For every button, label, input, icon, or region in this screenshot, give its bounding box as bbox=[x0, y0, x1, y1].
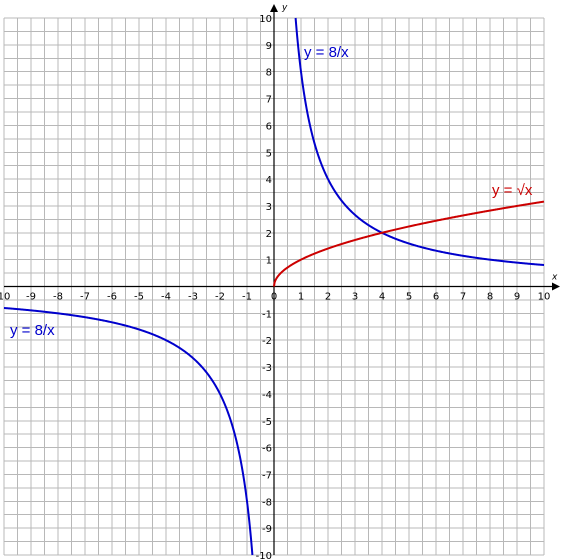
x-tick-label: -5 bbox=[134, 292, 144, 303]
x-tick-label: 1 bbox=[298, 292, 304, 303]
y-axis-label: y bbox=[281, 3, 288, 13]
tick-labels: 10 -9 -8 -7 -6 -5 -4 -3 -2 -1 0 1 2 3 4 5 6 7 8 9 1010987654… bbox=[0, 14, 550, 559]
y-tick-label: -9 bbox=[262, 524, 272, 535]
y-tick-label: -6 bbox=[262, 444, 272, 455]
x-tick-label: 9 bbox=[514, 292, 520, 303]
x-tick-label: -8 bbox=[53, 292, 63, 303]
x-axis-label: x bbox=[551, 273, 558, 283]
y-tick-label: 3 bbox=[266, 202, 272, 213]
curve-hyperbola-negative bbox=[3, 306, 254, 556]
x-tick-label: 5 bbox=[406, 292, 412, 303]
x-tick-label: -4 bbox=[161, 292, 171, 303]
curve-label-sqrt: y = √x bbox=[492, 182, 533, 199]
curve-hyperbola-positive bbox=[294, 17, 545, 267]
y-tick-label: 8 bbox=[266, 68, 272, 79]
x-tick-label: 8 bbox=[487, 292, 493, 303]
x-tick-label: -3 bbox=[188, 292, 198, 303]
x-tick-label: 0 bbox=[271, 292, 277, 303]
y-tick-label: -1 bbox=[262, 309, 272, 320]
y-tick-label: 4 bbox=[266, 175, 272, 186]
curves bbox=[3, 17, 545, 556]
x-tick-label: 4 bbox=[379, 292, 385, 303]
x-tick-label: -1 bbox=[242, 292, 252, 303]
y-tick-label: -4 bbox=[262, 390, 272, 401]
y-tick-label: 1 bbox=[266, 256, 272, 267]
x-tick-label: -9 bbox=[26, 292, 36, 303]
y-tick-label: 6 bbox=[266, 121, 272, 132]
y-tick-label: 5 bbox=[266, 148, 272, 159]
curve-label-hyperbola-top: y = 8/x bbox=[304, 44, 349, 61]
y-tick-label: -3 bbox=[262, 363, 272, 374]
x-tick-label: -6 bbox=[107, 292, 117, 303]
y-tick-label: -10 bbox=[256, 551, 272, 559]
y-axis-arrow bbox=[270, 4, 278, 12]
curve-labels: y = 8/x y = √x y = 8/x bbox=[10, 44, 533, 339]
x-tick-label: 6 bbox=[433, 292, 439, 303]
curve-label-hyperbola-bottom: y = 8/x bbox=[10, 322, 55, 339]
y-tick-label: -8 bbox=[262, 497, 272, 508]
y-tick-label: 2 bbox=[266, 229, 272, 240]
y-tick-label: -5 bbox=[262, 417, 272, 428]
x-tick-label: 3 bbox=[352, 292, 358, 303]
y-tick-label: 9 bbox=[266, 41, 272, 52]
curve-sqrt bbox=[273, 200, 545, 287]
y-tick-label: -7 bbox=[262, 470, 272, 481]
x-tick-label: -2 bbox=[215, 292, 225, 303]
y-tick-label: 10 bbox=[259, 14, 272, 25]
x-tick-label: 10 bbox=[0, 292, 10, 303]
y-tick-label: 7 bbox=[266, 95, 272, 106]
x-axis-arrow bbox=[552, 282, 560, 291]
x-tick-label: 7 bbox=[460, 292, 466, 303]
x-tick-label: 10 bbox=[538, 292, 551, 303]
x-tick-label: 2 bbox=[325, 292, 331, 303]
y-tick-label: -2 bbox=[262, 336, 272, 347]
x-tick-label: -7 bbox=[80, 292, 90, 303]
